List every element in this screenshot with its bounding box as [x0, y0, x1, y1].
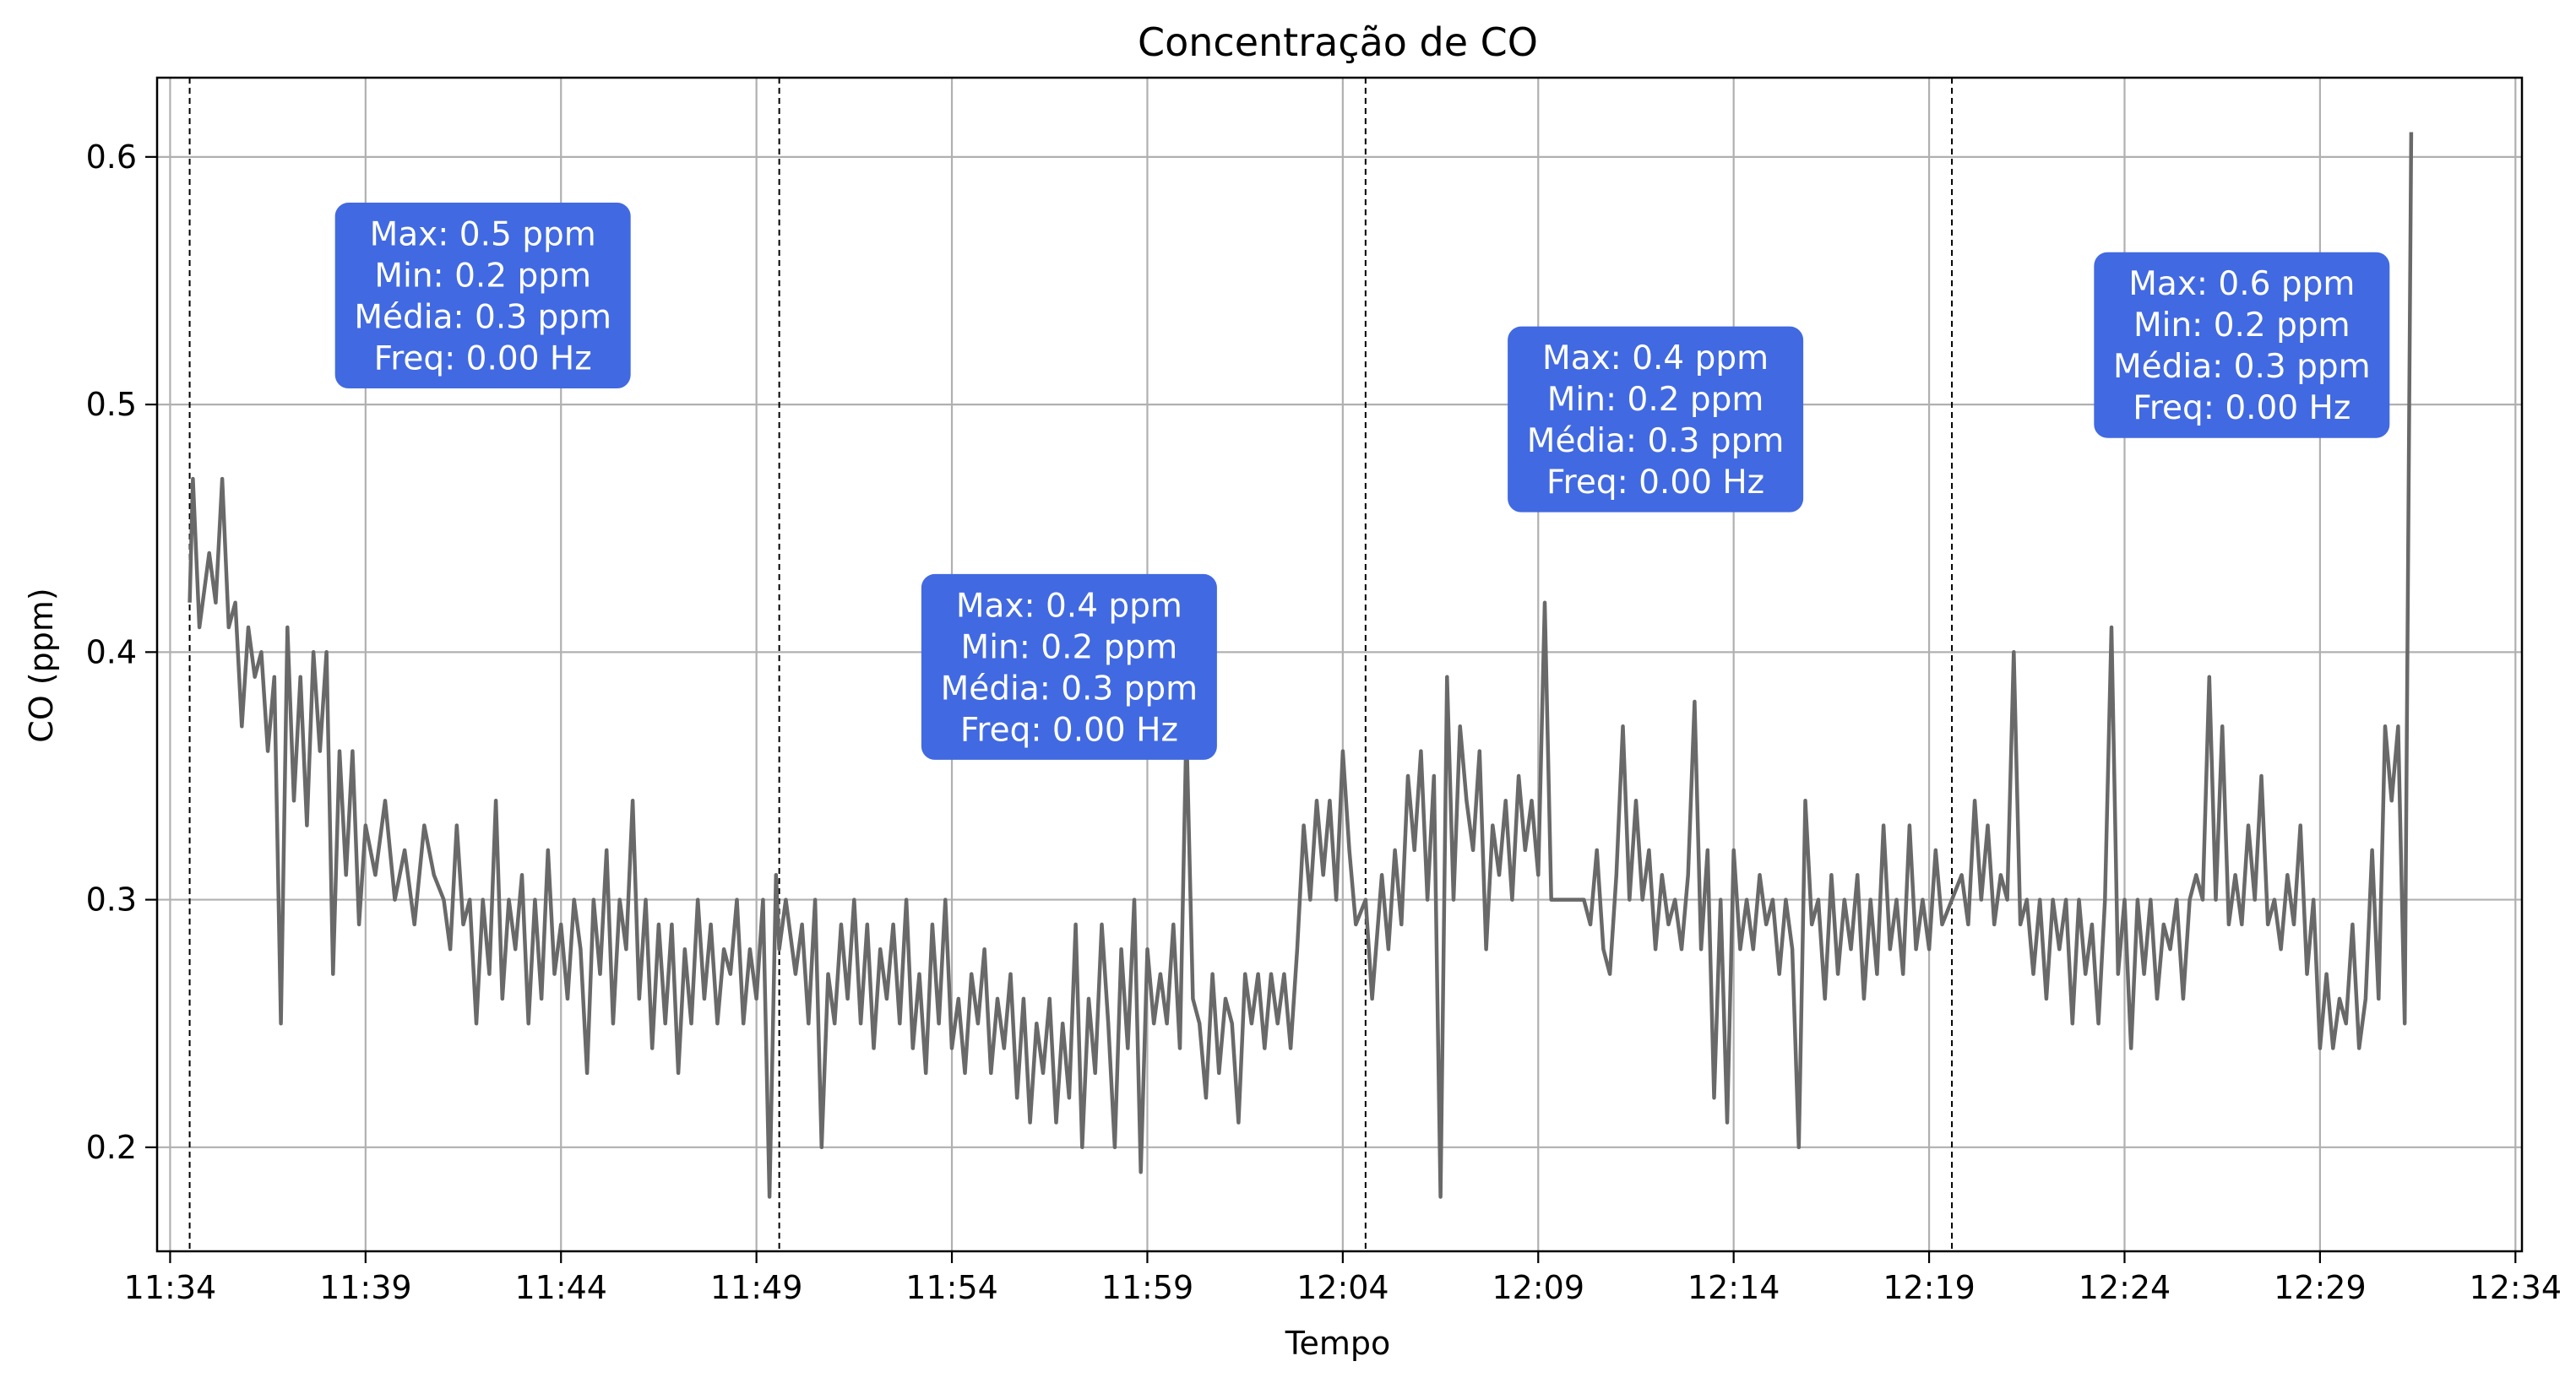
annotation-box — [921, 573, 1217, 760]
annotation-line: Média: 0.3 ppm — [2113, 348, 2371, 386]
annotation-box — [1508, 326, 1804, 513]
y-tick-label: 0.5 — [86, 386, 137, 423]
annotation-line: Min: 0.2 ppm — [374, 258, 591, 296]
y-tick-label: 0.6 — [86, 138, 137, 176]
y-tick-label: 0.3 — [86, 881, 137, 919]
x-tick-label: 11:44 — [514, 1269, 607, 1306]
annotation-line: Freq: 0.00 Hz — [1546, 464, 1764, 502]
annotation-line: Min: 0.2 ppm — [961, 628, 1178, 666]
x-tick-label: 11:49 — [710, 1269, 803, 1306]
segment-dividers — [188, 78, 1954, 1251]
annotation-line: Min: 0.2 ppm — [1547, 381, 1764, 419]
x-tick-label: 12:04 — [1296, 1269, 1389, 1306]
series-layer — [187, 132, 2414, 1199]
x-tick-label: 12:19 — [1883, 1269, 1975, 1306]
chart-title: Concentração de CO — [1138, 19, 1538, 65]
x-tick-label: 11:39 — [319, 1269, 412, 1306]
annotation-line: Média: 0.3 ppm — [1527, 422, 1785, 460]
annotation-line: Max: 0.4 ppm — [956, 587, 1182, 625]
annotation-box — [2094, 252, 2390, 438]
annotation-line: Min: 0.2 ppm — [2133, 306, 2350, 344]
annotation-line: Freq: 0.00 Hz — [374, 340, 592, 378]
annotation-box — [334, 203, 631, 389]
x-tick-label: 12:29 — [2274, 1269, 2367, 1306]
y-tick-label: 0.4 — [86, 633, 137, 670]
plot-frame — [155, 76, 2524, 1253]
ticks: 11:34 11:39 11:44 11:49 11:54 11:59 12:04 12:09… — [86, 138, 2562, 1306]
co-series-line — [187, 132, 2414, 1199]
x-tick-label: 11:34 — [124, 1269, 217, 1306]
annotation-line: Freq: 0.00 Hz — [960, 711, 1178, 749]
x-tick-label: 12:09 — [1492, 1269, 1585, 1306]
annotation-line: Freq: 0.00 Hz — [2133, 389, 2350, 427]
x-tick-label: 11:59 — [1101, 1269, 1194, 1306]
y-tick-label: 0.2 — [86, 1129, 137, 1166]
x-tick-label: 12:14 — [1687, 1269, 1780, 1306]
x-tick-label: 12:34 — [2470, 1269, 2562, 1306]
x-axis-label: Tempo — [1285, 1325, 1391, 1362]
annotation-line: Max: 0.5 ppm — [370, 216, 596, 254]
y-axis-label: CO (ppm) — [23, 588, 60, 742]
annotation-line: Média: 0.3 ppm — [941, 670, 1198, 708]
x-tick-label: 12:24 — [2079, 1269, 2171, 1306]
annotation-line: Max: 0.4 ppm — [1542, 339, 1769, 377]
annotation-line: Max: 0.6 ppm — [2128, 265, 2355, 303]
annotation-line: Média: 0.3 ppm — [354, 299, 611, 337]
x-tick-label: 11:54 — [905, 1269, 998, 1306]
